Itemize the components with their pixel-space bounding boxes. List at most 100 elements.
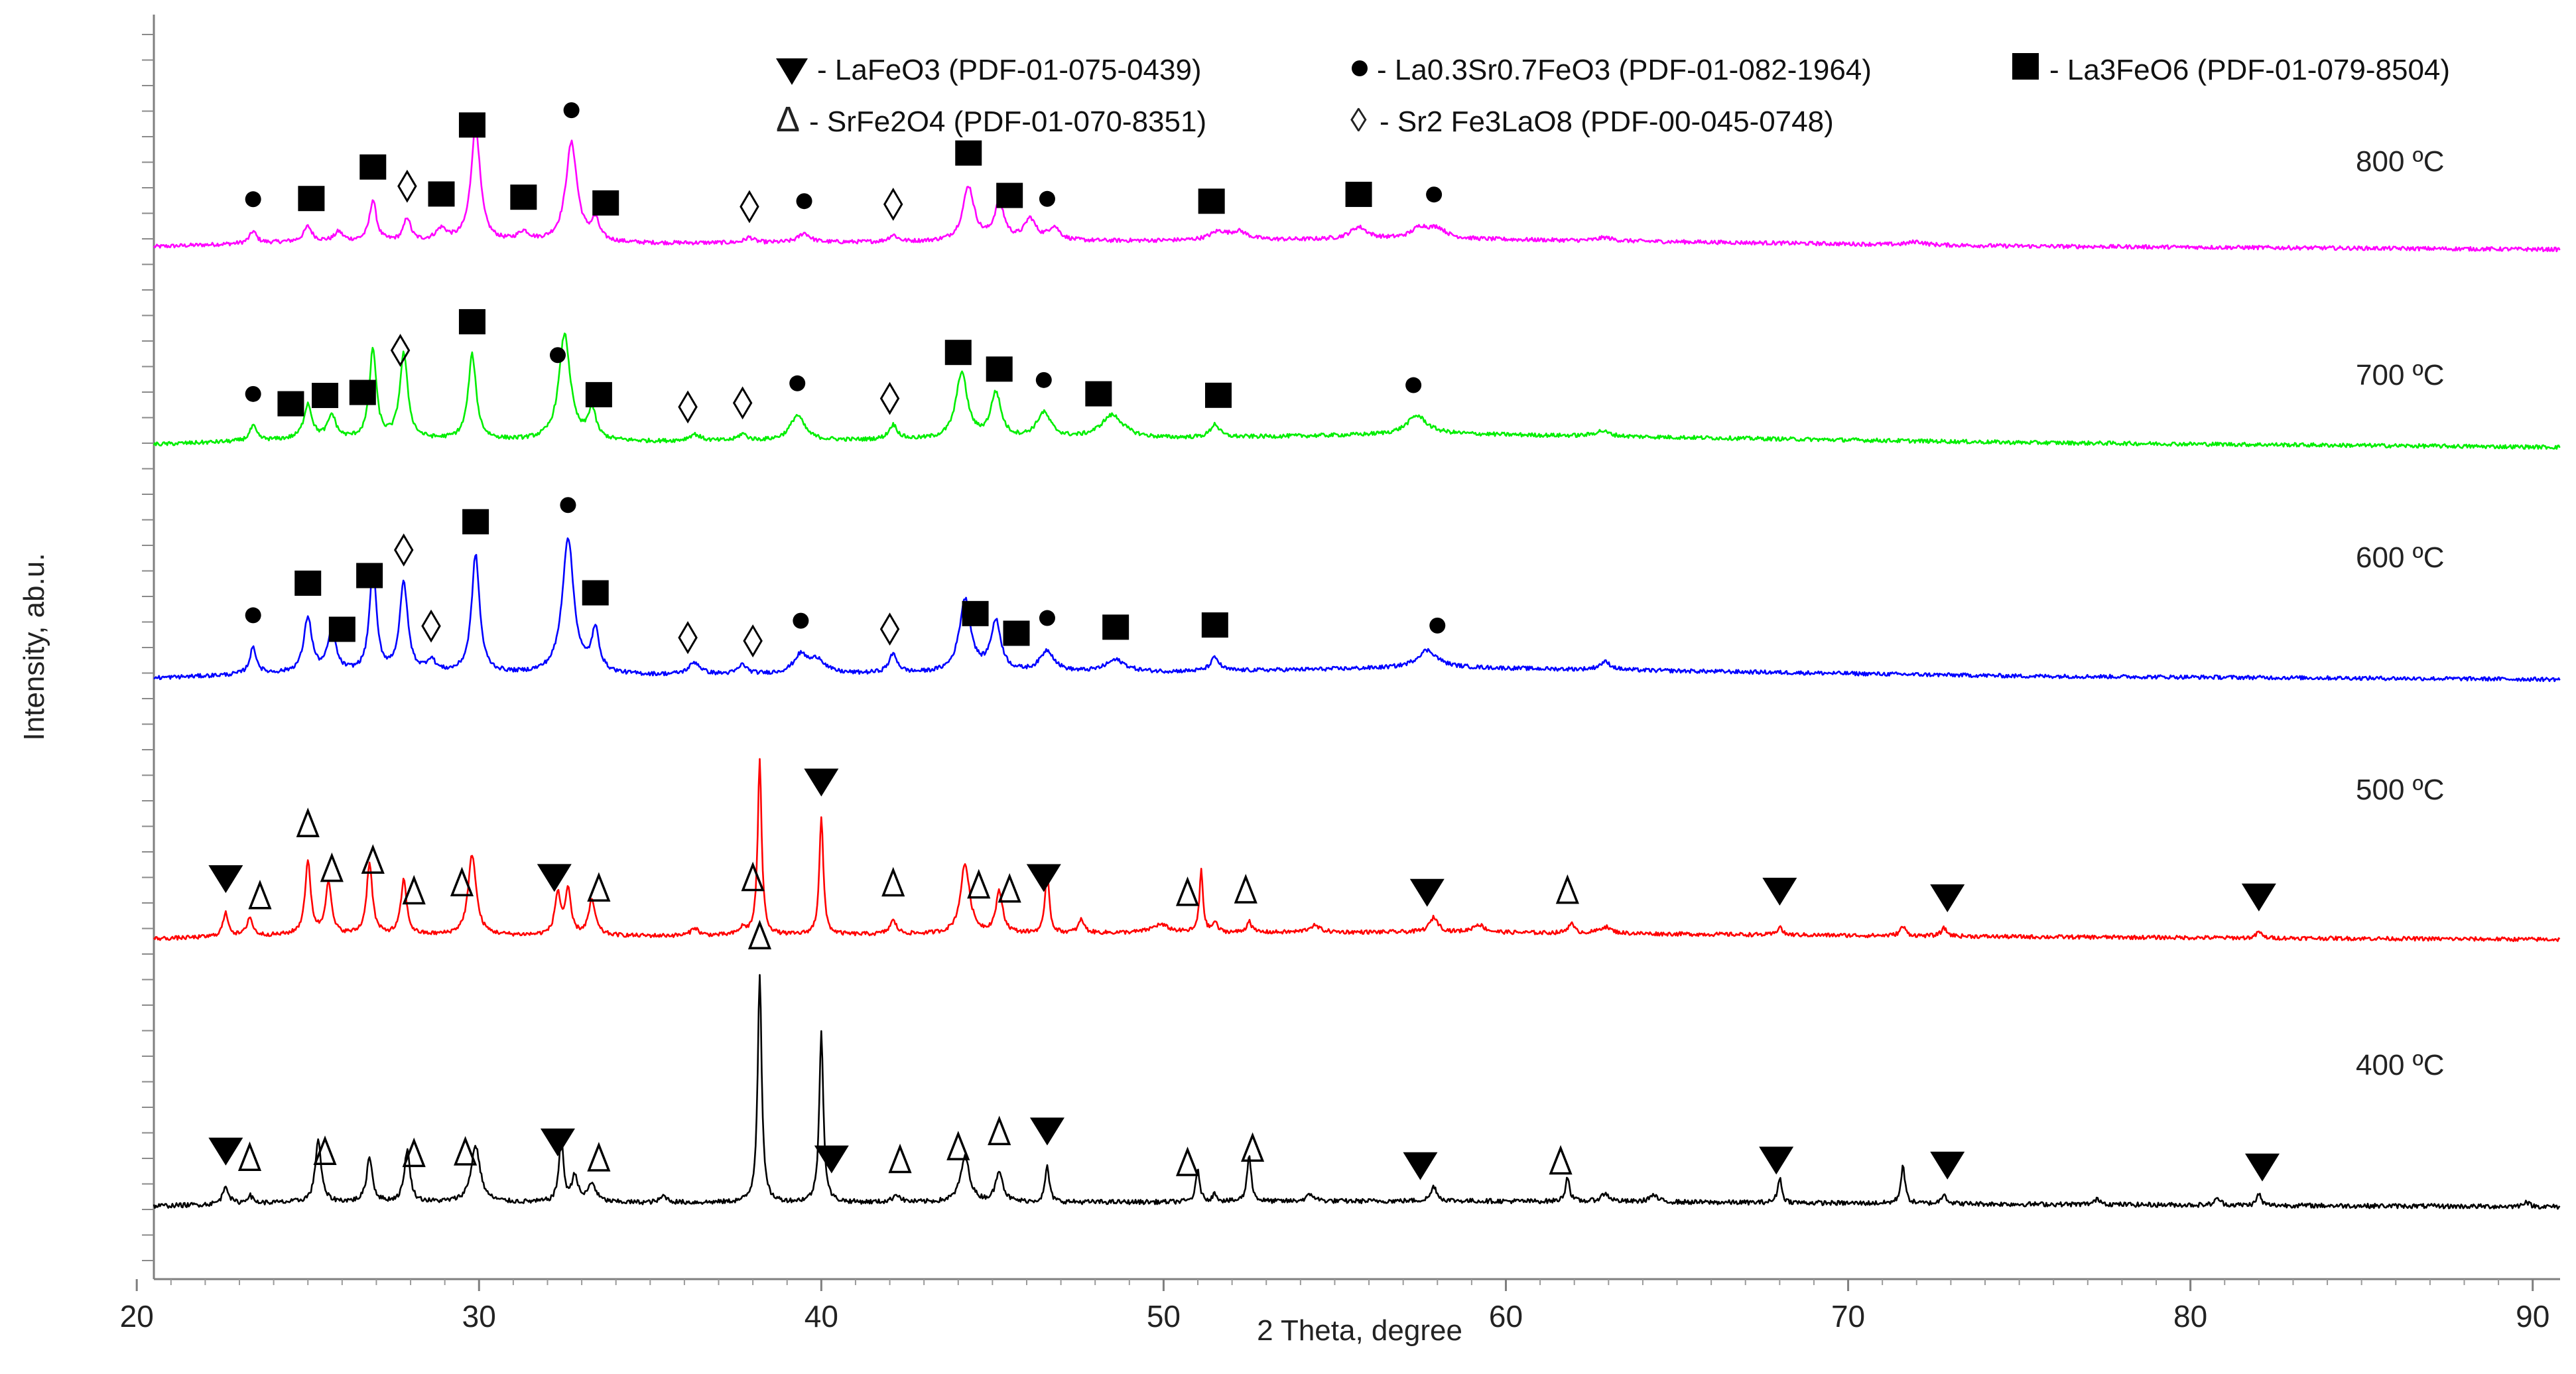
marker-diamond-600 bbox=[421, 609, 441, 643]
marker-down-triangle-500 bbox=[208, 865, 243, 894]
marker-square-600 bbox=[1003, 620, 1030, 646]
marker-square-800 bbox=[510, 184, 537, 210]
marker-open-triangle-500 bbox=[881, 866, 905, 897]
marker-down-triangle-500 bbox=[2241, 883, 2276, 912]
marker-square-700 bbox=[1085, 381, 1112, 407]
axes: 20 30 40 50 60 70 80 90 bbox=[120, 15, 2560, 1334]
marker-square-800 bbox=[955, 140, 982, 166]
marker-circle-600 bbox=[793, 612, 809, 629]
phase-markers bbox=[208, 102, 2280, 1182]
marker-square-700 bbox=[277, 391, 304, 417]
x-tick-label-80: 80 bbox=[2173, 1299, 2207, 1334]
marker-circle-800 bbox=[1426, 186, 1443, 203]
marker-square-800 bbox=[458, 112, 485, 138]
marker-down-triangle-400 bbox=[208, 1137, 243, 1166]
marker-circle-800 bbox=[245, 191, 261, 208]
marker-diamond-700 bbox=[732, 386, 753, 420]
x-tick-label-60: 60 bbox=[1489, 1299, 1523, 1334]
marker-circle-800 bbox=[1039, 190, 1055, 207]
x-axis-title: 2 Theta, degree bbox=[1257, 1314, 1462, 1347]
marker-open-triangle-500 bbox=[587, 872, 611, 902]
marker-diamond-800 bbox=[883, 187, 903, 221]
x-tick-label-50: 50 bbox=[1147, 1299, 1181, 1334]
marker-down-triangle-400 bbox=[1759, 1146, 1794, 1175]
marker-open-triangle-400 bbox=[946, 1131, 970, 1160]
marker-down-triangle-400 bbox=[1930, 1151, 1965, 1180]
marker-square-800 bbox=[359, 154, 387, 180]
series-line-600 bbox=[153, 537, 2561, 683]
marker-square-800 bbox=[592, 190, 619, 216]
series-line-800 bbox=[153, 124, 2561, 253]
marker-square-800 bbox=[428, 181, 455, 207]
series-label-800: 800 ºC bbox=[2356, 145, 2444, 178]
legend-marker-filled-square bbox=[2012, 53, 2039, 80]
marker-down-triangle-400 bbox=[2245, 1153, 2280, 1182]
marker-down-triangle-400 bbox=[814, 1145, 849, 1174]
marker-diamond-700 bbox=[390, 334, 411, 368]
marker-circle-600 bbox=[1429, 617, 1446, 634]
legend-label-la3feo6: - La3FeO6 (PDF-01-079-8504) bbox=[2049, 54, 2450, 86]
x-tick-label-30: 30 bbox=[462, 1299, 496, 1334]
marker-open-triangle-500 bbox=[450, 866, 474, 897]
marker-circle-600 bbox=[245, 607, 261, 624]
legend: ▼ - LaFeO3 (PDF-01-075-0439) ● - La0.3Sr… bbox=[776, 53, 2450, 139]
marker-down-triangle-400 bbox=[1403, 1152, 1438, 1180]
marker-diamond-600 bbox=[743, 624, 763, 657]
marker-diamond-800 bbox=[397, 169, 417, 203]
marker-open-triangle-500 bbox=[1175, 876, 1200, 906]
marker-open-triangle-500 bbox=[967, 868, 991, 899]
marker-circle-700 bbox=[245, 385, 261, 402]
marker-square-800 bbox=[1198, 188, 1225, 214]
marker-down-triangle-400 bbox=[1029, 1117, 1064, 1146]
temperature-labels: 800 ºC 700 ºC 600 ºC 500 ºC 400 ºC bbox=[2356, 145, 2444, 1081]
series-group bbox=[153, 124, 2561, 1210]
legend-item-lafeo3: ▼ - LaFeO3 (PDF-01-075-0439) bbox=[776, 54, 1202, 86]
x-axis-tick-labels: 20 30 40 50 60 70 80 90 bbox=[120, 1299, 2550, 1334]
series-label-600: 600 ºC bbox=[2356, 541, 2444, 574]
marker-open-triangle-500 bbox=[248, 879, 272, 910]
marker-square-700 bbox=[986, 356, 1013, 382]
marker-circle-800 bbox=[563, 102, 580, 119]
marker-open-triangle-400 bbox=[313, 1135, 337, 1166]
marker-square-700 bbox=[312, 383, 339, 409]
legend-item-la3feo6: ■ - La3FeO6 (PDF-01-079-8504) bbox=[2012, 53, 2450, 86]
marker-open-triangle-400 bbox=[988, 1115, 1011, 1146]
series-label-700: 700 ºC bbox=[2356, 359, 2444, 391]
marker-open-triangle-400 bbox=[587, 1142, 611, 1172]
marker-circle-700 bbox=[549, 347, 566, 364]
marker-down-triangle-500 bbox=[804, 768, 839, 797]
marker-open-triangle-400 bbox=[888, 1143, 912, 1174]
legend-label-lafeo3: - LaFeO3 (PDF-01-075-0439) bbox=[817, 54, 1202, 86]
legend-item-sr2fe3lao8: ◊ - Sr2 Fe3LaO8 (PDF-00-045-0748) bbox=[1350, 102, 1834, 139]
marker-open-triangle-400 bbox=[1241, 1132, 1265, 1162]
x-tick-label-40: 40 bbox=[805, 1299, 838, 1334]
marker-square-600 bbox=[1201, 612, 1228, 638]
marker-open-triangle-500 bbox=[320, 852, 344, 882]
marker-open-triangle-500 bbox=[361, 844, 385, 874]
marker-square-700 bbox=[944, 340, 972, 366]
marker-circle-600 bbox=[1039, 610, 1055, 626]
x-tick-label-70: 70 bbox=[1831, 1299, 1865, 1334]
marker-open-triangle-400 bbox=[747, 920, 772, 949]
marker-circle-700 bbox=[789, 375, 806, 391]
marker-down-triangle-500 bbox=[537, 864, 572, 892]
y-axis-title: Intensity, ab.u. bbox=[18, 553, 50, 741]
marker-open-triangle-400 bbox=[1175, 1146, 1200, 1176]
legend-label-la03sr07feo3: - La0.3Sr0.7FeO3 (PDF-01-082-1964) bbox=[1377, 54, 1872, 86]
marker-diamond-600 bbox=[879, 612, 900, 646]
marker-open-triangle-500 bbox=[402, 874, 426, 905]
marker-open-triangle-500 bbox=[998, 872, 1021, 903]
x-tick-label-20: 20 bbox=[120, 1299, 154, 1334]
legend-item-la03sr07feo3: ● - La0.3Sr0.7FeO3 (PDF-01-082-1964) bbox=[1352, 54, 1872, 86]
marker-diamond-600 bbox=[393, 533, 414, 567]
y-axis-ticks bbox=[142, 34, 154, 1261]
marker-square-600 bbox=[582, 580, 609, 606]
series-line-500 bbox=[153, 758, 2561, 942]
marker-diamond-800 bbox=[740, 190, 759, 224]
marker-square-800 bbox=[298, 186, 325, 212]
marker-square-700 bbox=[1204, 382, 1232, 408]
marker-square-700 bbox=[349, 379, 376, 405]
marker-diamond-600 bbox=[678, 621, 698, 655]
marker-open-triangle-400 bbox=[1549, 1144, 1573, 1175]
